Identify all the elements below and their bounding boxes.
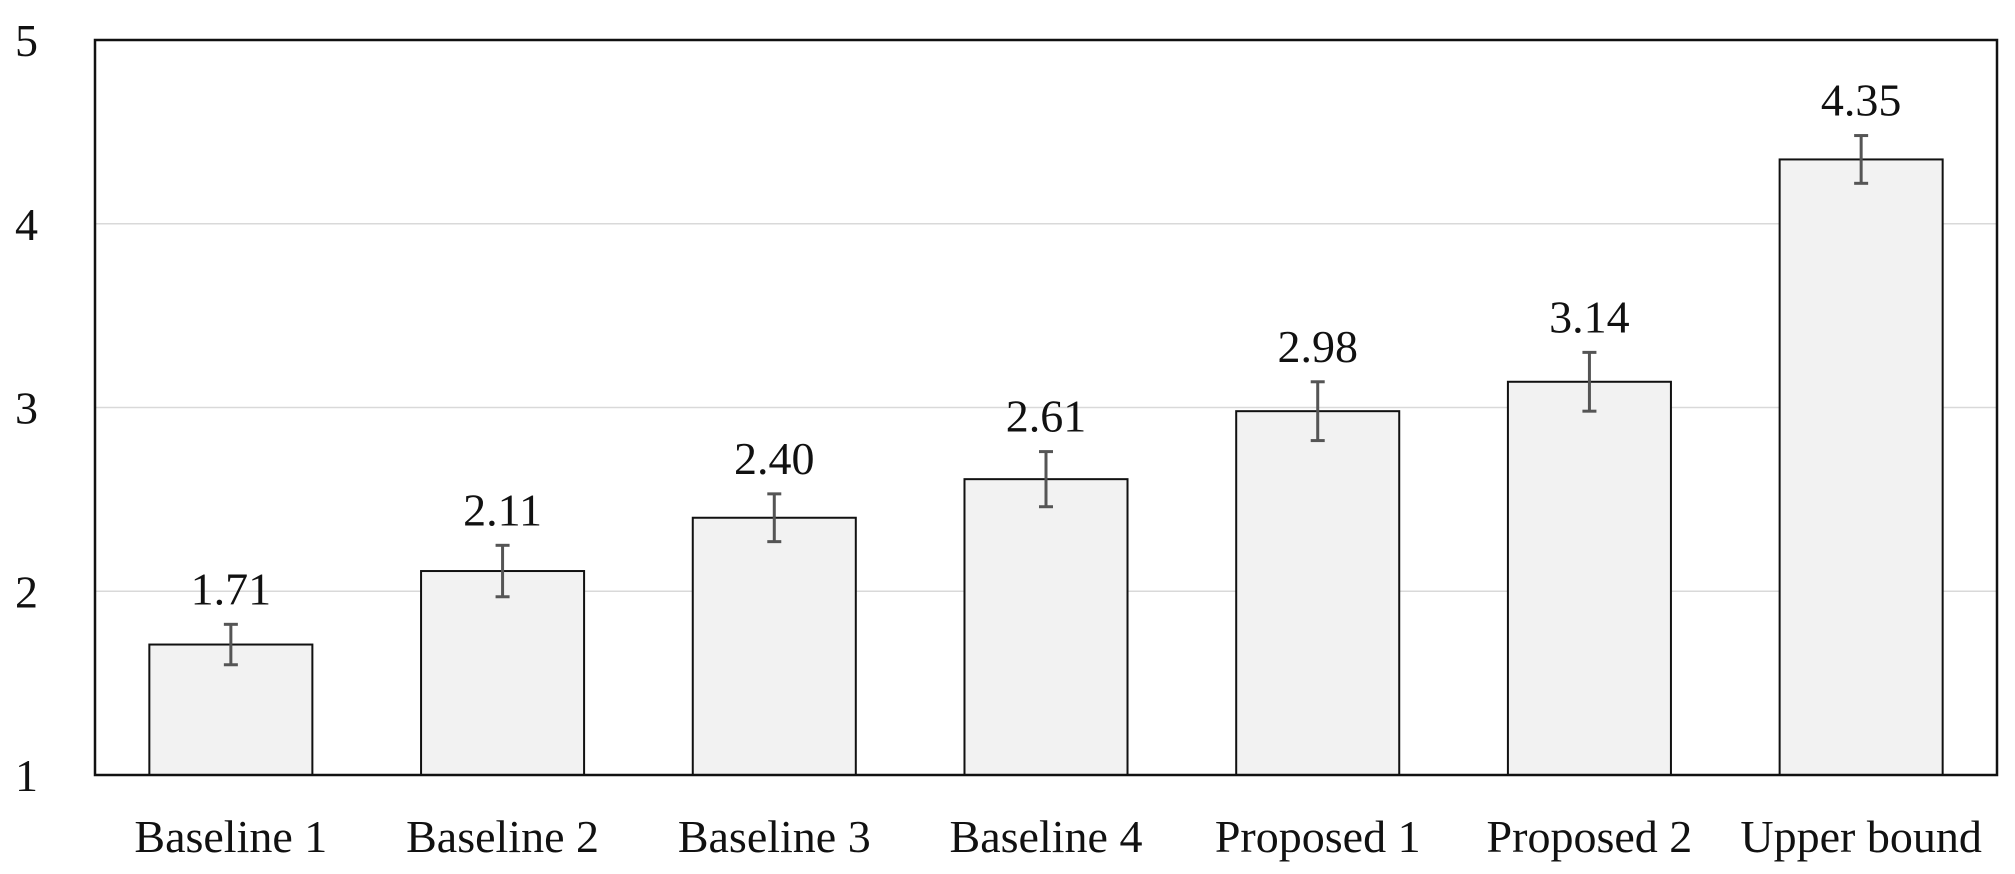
error-bar bbox=[1582, 350, 1597, 413]
y-tick-label: 3 bbox=[15, 383, 38, 434]
bars bbox=[148, 158, 1944, 776]
error-bar bbox=[223, 622, 238, 667]
y-tick-label: 4 bbox=[15, 199, 38, 250]
value-label: 4.35 bbox=[1821, 75, 1902, 126]
x-tick-label: Proposed 2 bbox=[1487, 811, 1693, 862]
y-tick-labels: 1 2 3 4 5 bbox=[15, 15, 38, 801]
bar bbox=[148, 643, 314, 776]
bar bbox=[1235, 410, 1401, 776]
x-tick-label: Upper bound bbox=[1740, 811, 1981, 862]
value-label: 2.98 bbox=[1277, 321, 1358, 372]
y-tick-label: 1 bbox=[15, 750, 38, 801]
axes bbox=[93, 38, 1999, 777]
value-label: 2.40 bbox=[734, 433, 815, 484]
x-tick-label: Baseline 1 bbox=[134, 811, 327, 862]
error-bar bbox=[1310, 380, 1325, 443]
x-tick-label: Baseline 2 bbox=[406, 811, 599, 862]
error-bar bbox=[1854, 134, 1869, 185]
x-tick-label: Baseline 4 bbox=[950, 811, 1143, 862]
error-bar bbox=[767, 492, 782, 544]
error-bars bbox=[223, 134, 1869, 667]
error-bar bbox=[1039, 450, 1053, 509]
y-tick-label: 2 bbox=[15, 566, 38, 617]
value-labels: 1.71 2.11 2.40 2.61 2.98 3.14 4.35 bbox=[191, 75, 1902, 615]
x-tick-label: Baseline 3 bbox=[678, 811, 871, 862]
plot-frame bbox=[93, 38, 1999, 777]
value-label: 2.11 bbox=[463, 484, 542, 535]
bar bbox=[963, 478, 1129, 776]
bar bbox=[1506, 380, 1672, 776]
bar bbox=[420, 570, 586, 776]
y-tick-label: 5 bbox=[15, 15, 38, 66]
value-label: 3.14 bbox=[1549, 291, 1630, 342]
bar bbox=[691, 516, 857, 776]
error-bar bbox=[495, 543, 510, 599]
bar bbox=[1778, 158, 1944, 776]
value-label: 2.61 bbox=[1006, 391, 1087, 442]
x-tick-label: Proposed 1 bbox=[1215, 811, 1421, 862]
value-label: 1.71 bbox=[191, 563, 272, 614]
x-tick-labels: Baseline 1 Baseline 2 Baseline 3 Baseline 4… bbox=[134, 811, 1981, 862]
